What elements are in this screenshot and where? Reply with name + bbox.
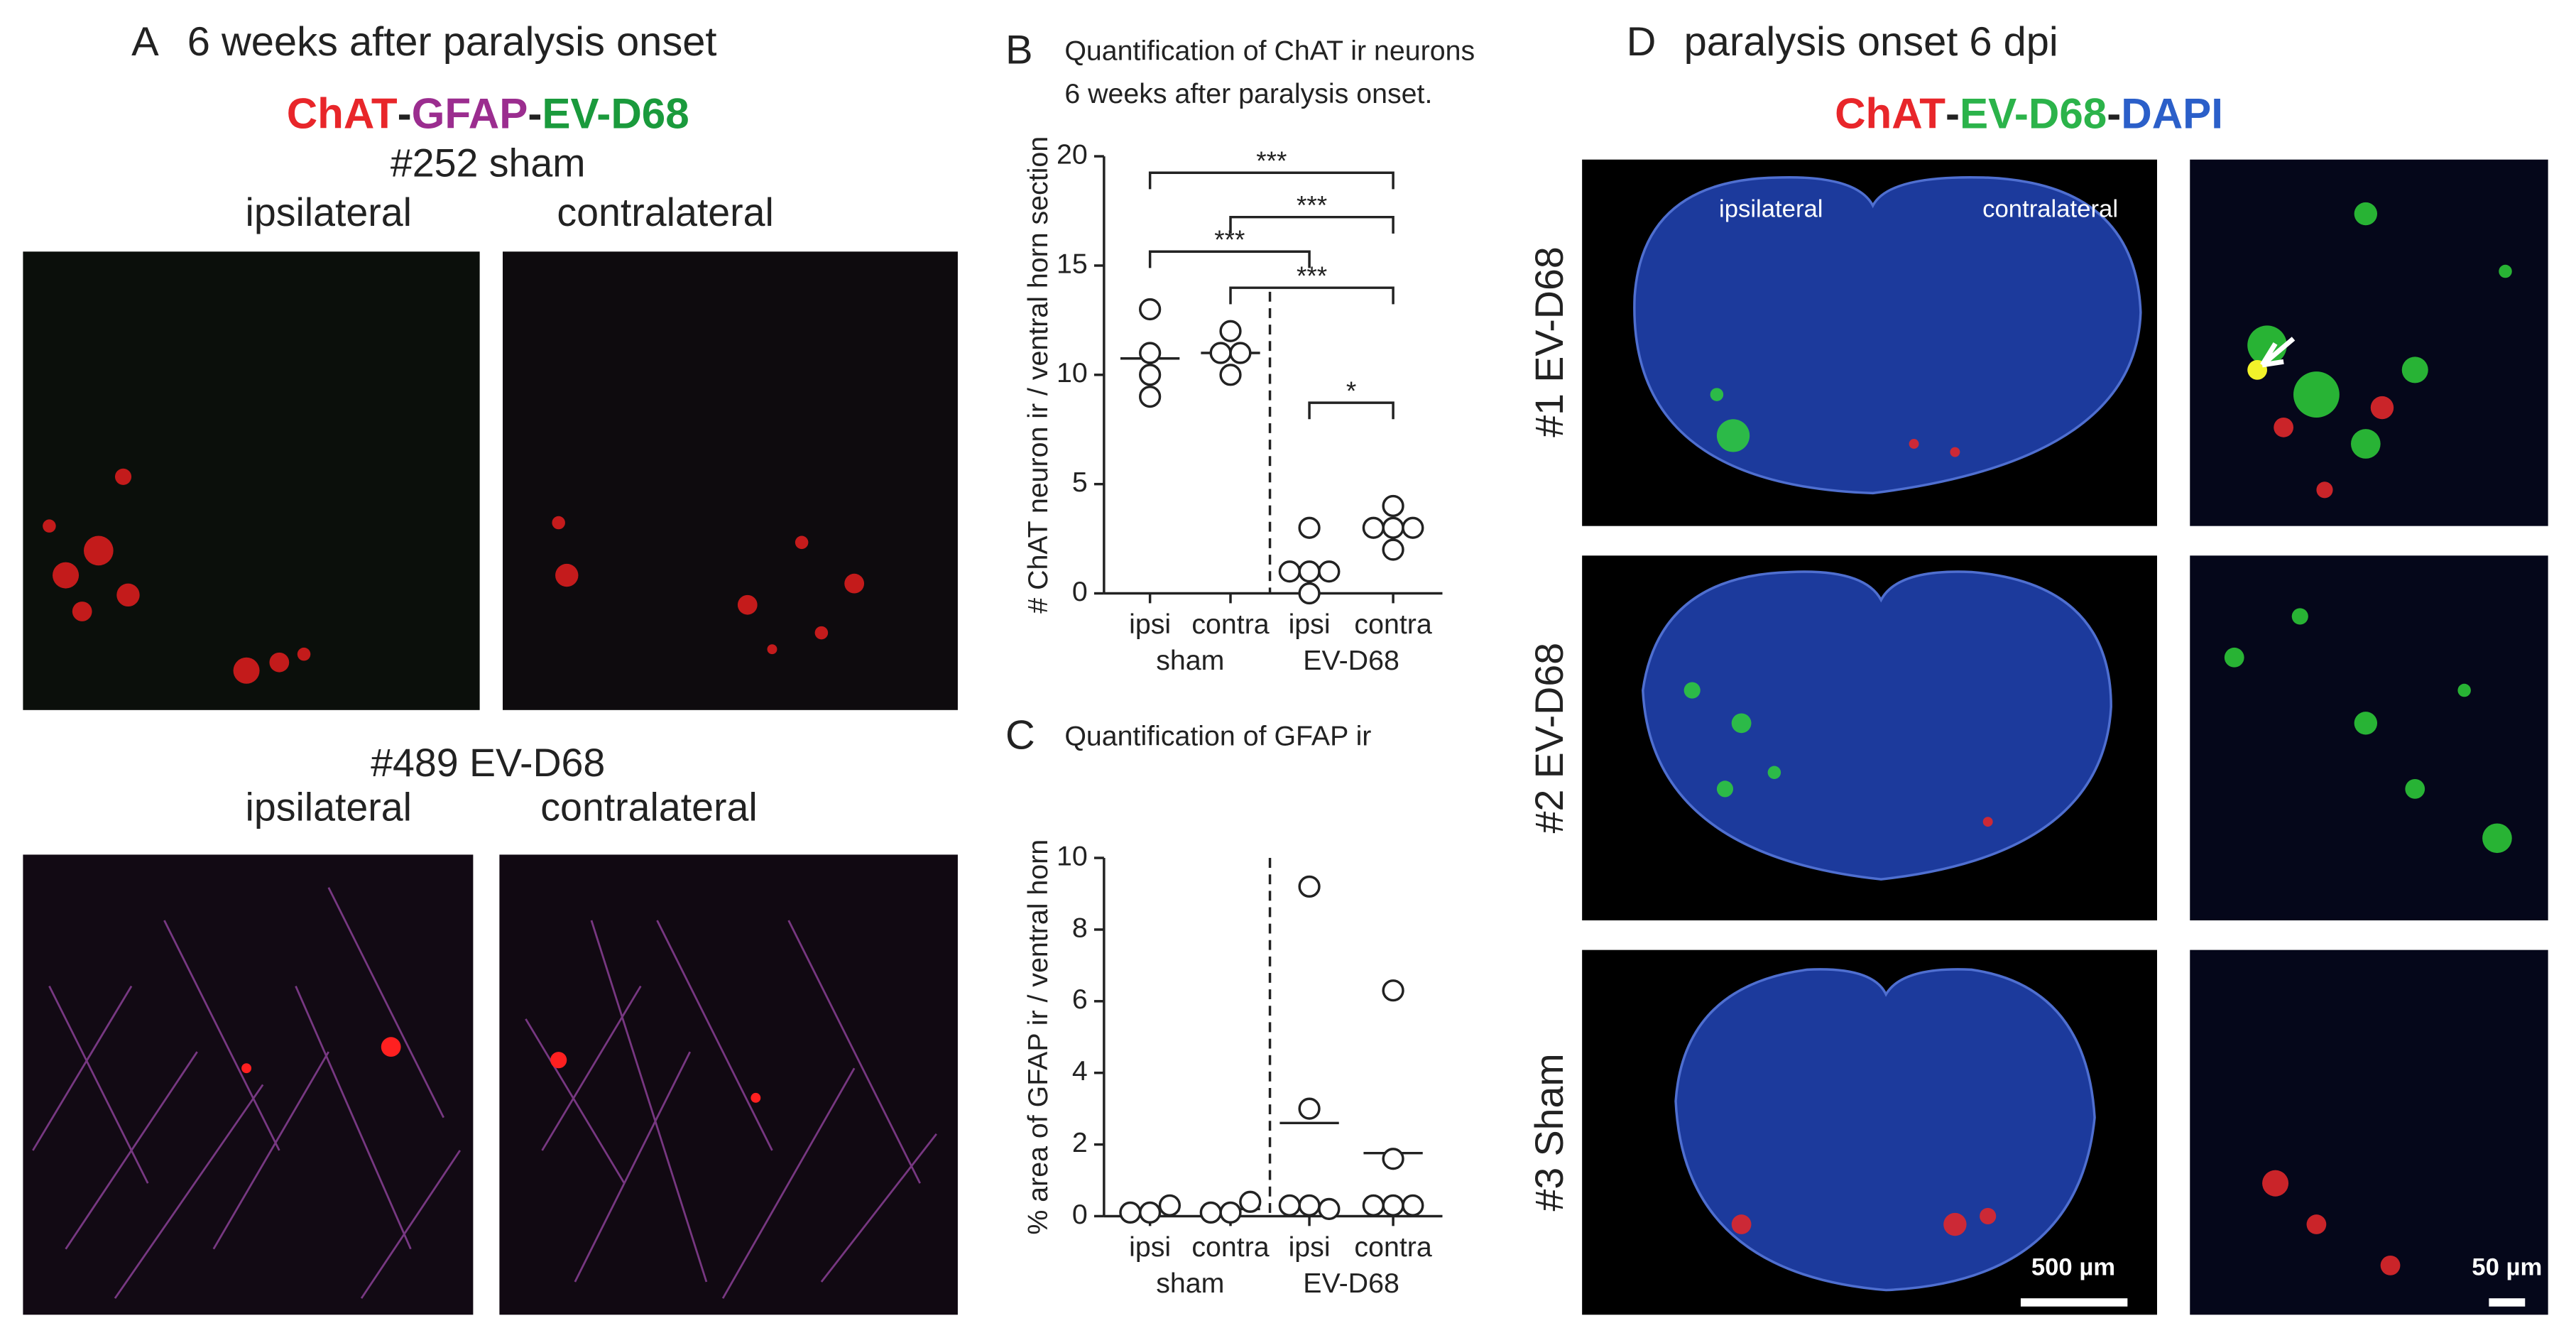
y-tick-label: 5: [1072, 467, 1088, 498]
y-axis-label: % area of GFAP ir / ventral horn: [1022, 839, 1054, 1235]
data-point: [1229, 342, 1252, 364]
x-tick-label: contra: [1191, 1231, 1269, 1263]
significance-label: *: [1346, 376, 1356, 406]
data-point: [1278, 560, 1301, 583]
panel-letter: C: [1005, 712, 1035, 758]
data-point: [1362, 516, 1385, 539]
group-label: sham: [1156, 645, 1224, 676]
data-point: [1382, 1148, 1404, 1170]
row-label: #3 Sham: [1527, 1053, 1571, 1211]
significance-bracket: [1148, 171, 1395, 190]
data-point: [1298, 560, 1321, 583]
data-point: [1119, 1201, 1142, 1224]
chart-title: Quantification of GFAP ir: [1064, 721, 1371, 752]
chart-title: Quantification of ChAT ir neurons: [1064, 36, 1475, 67]
data-point: [1298, 582, 1321, 605]
group-label: EV-D68: [1303, 645, 1399, 676]
data-point: [1139, 385, 1162, 408]
data-point: [1219, 1201, 1242, 1224]
significance-bracket: [1229, 286, 1395, 305]
panel-letter: B: [1005, 28, 1033, 73]
data-point: [1199, 1201, 1222, 1224]
data-point: [1219, 320, 1242, 342]
data-point: [1158, 1194, 1181, 1217]
x-tick-label: ipsi: [1289, 1231, 1331, 1263]
y-tick-label: 20: [1057, 138, 1088, 170]
data-point: [1139, 298, 1162, 321]
panel-title: paralysis onset 6 dpi: [1684, 19, 2058, 65]
significance-label: ***: [1297, 190, 1327, 220]
stain-legend: ChAT-EV-D68-DAPI: [1835, 89, 2223, 137]
data-point: [1318, 1197, 1341, 1220]
data-point: [1382, 538, 1404, 561]
row-label: #489 EV-D68: [371, 741, 605, 785]
side-label: ipsilateral: [1719, 196, 1823, 223]
group-label: EV-D68: [1303, 1268, 1399, 1299]
row-label: #252 sham: [391, 141, 586, 185]
panel-d-images: [1582, 159, 2548, 1315]
data-point: [1318, 560, 1341, 583]
stain-legend: ChAT-GFAP-EV-D68: [287, 89, 689, 137]
x-tick-label: contra: [1354, 1231, 1431, 1263]
data-point: [1139, 1201, 1162, 1224]
data-point: [1382, 979, 1404, 1002]
x-tick-label: ipsi: [1289, 609, 1331, 640]
data-point: [1362, 1194, 1385, 1217]
panel-title: 6 weeks after paralysis onset: [187, 19, 717, 65]
row-label: #1 EV-D68: [1527, 246, 1571, 437]
chart-title: 6 weeks after paralysis onset.: [1064, 78, 1432, 109]
y-tick-label: 8: [1072, 912, 1088, 943]
data-point: [1139, 364, 1162, 386]
data-point: [1139, 342, 1162, 364]
data-point: [1209, 342, 1232, 364]
data-point: [1382, 494, 1404, 518]
x-tick-label: ipsi: [1129, 1231, 1171, 1263]
scale-bar-label: 500 µm: [2031, 1254, 2115, 1281]
significance-label: ***: [1256, 146, 1287, 175]
x-tick-label: contra: [1354, 609, 1431, 640]
y-axis-label: # ChAT neuron ir / ventral horn section: [1022, 136, 1054, 614]
data-point: [1298, 516, 1321, 539]
data-point: [1402, 1194, 1424, 1217]
row-label: #2 EV-D68: [1527, 643, 1571, 834]
x-tick-label: ipsi: [1129, 609, 1171, 640]
data-point: [1298, 875, 1321, 898]
data-point: [1382, 516, 1404, 539]
y-tick-label: 4: [1072, 1055, 1088, 1087]
x-tick-label: contra: [1191, 609, 1269, 640]
y-tick-label: 10: [1057, 357, 1088, 388]
significance-bracket: [1229, 215, 1395, 234]
data-point: [1278, 1194, 1301, 1217]
y-tick-label: 10: [1057, 840, 1088, 871]
side-label: ipsilateral: [245, 190, 412, 234]
side-label: contralateral: [557, 190, 774, 234]
data-point: [1219, 364, 1242, 386]
side-label: ipsilateral: [245, 785, 412, 829]
data-point: [1382, 1194, 1404, 1217]
side-label: contralateral: [540, 785, 757, 829]
panel-letter: A: [131, 19, 159, 65]
panel-letter: D: [1627, 19, 1657, 65]
y-tick-label: 2: [1072, 1127, 1088, 1158]
scale-bar-label: 50 µm: [2472, 1254, 2542, 1281]
y-tick-label: 6: [1072, 984, 1088, 1015]
group-label: sham: [1156, 1268, 1224, 1299]
y-tick-label: 15: [1057, 248, 1088, 279]
significance-label: ***: [1297, 261, 1327, 290]
data-point: [1402, 516, 1424, 539]
data-point: [1298, 1194, 1321, 1217]
panel-a-images: [23, 251, 958, 1315]
significance-bracket: [1148, 250, 1311, 268]
side-label: contralateral: [1982, 196, 2118, 223]
significance-label: ***: [1214, 224, 1245, 254]
y-tick-label: 0: [1072, 1199, 1088, 1230]
data-point: [1239, 1190, 1262, 1213]
y-tick-label: 0: [1072, 576, 1088, 607]
significance-bracket: [1308, 401, 1395, 420]
data-point: [1298, 1097, 1321, 1120]
